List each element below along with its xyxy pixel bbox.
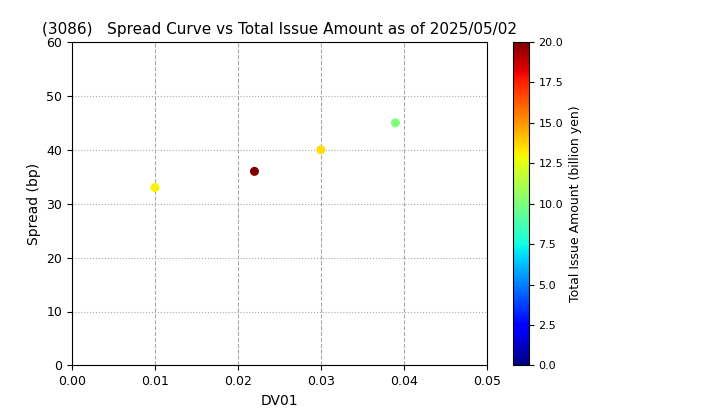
Title: (3086)   Spread Curve vs Total Issue Amount as of 2025/05/02: (3086) Spread Curve vs Total Issue Amoun… bbox=[42, 22, 517, 37]
Point bbox=[248, 168, 260, 175]
Point bbox=[315, 147, 327, 153]
Point bbox=[390, 119, 401, 126]
Y-axis label: Spread (bp): Spread (bp) bbox=[27, 163, 41, 245]
Point bbox=[149, 184, 161, 191]
X-axis label: DV01: DV01 bbox=[261, 394, 298, 408]
Y-axis label: Total Issue Amount (billion yen): Total Issue Amount (billion yen) bbox=[569, 105, 582, 302]
